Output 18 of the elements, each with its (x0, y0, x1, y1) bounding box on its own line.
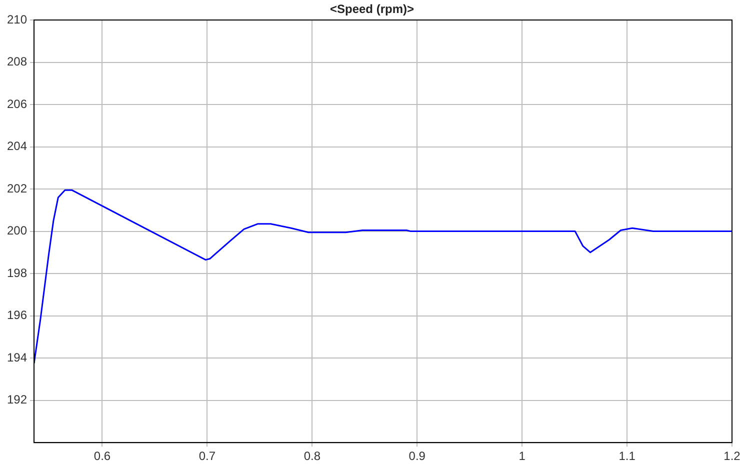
y-tick-label: 206 (6, 96, 28, 111)
x-tick-label: 0.9 (408, 449, 426, 464)
x-tick-label: 0.7 (198, 449, 216, 464)
y-tick-label: 192 (6, 392, 28, 407)
x-tick-label: 0.8 (304, 449, 321, 464)
y-tick-label: 210 (6, 12, 28, 26)
chart-title: <Speed (rpm)> (330, 2, 414, 16)
y-tick-label: 202 (6, 181, 28, 196)
x-tick-label: 1.2 (724, 449, 741, 464)
x-tick-label: 1 (518, 449, 526, 464)
y-tick-label: 208 (6, 54, 28, 69)
y-tick-label: 194 (6, 350, 28, 364)
y-tick-label: 204 (6, 139, 28, 154)
y-tick-label: 200 (6, 224, 28, 238)
x-tick-label: 1.1 (618, 449, 636, 464)
y-tick-label: 196 (6, 308, 28, 322)
x-tick-label: 0.6 (94, 449, 111, 464)
y-tick-label: 198 (6, 266, 28, 280)
